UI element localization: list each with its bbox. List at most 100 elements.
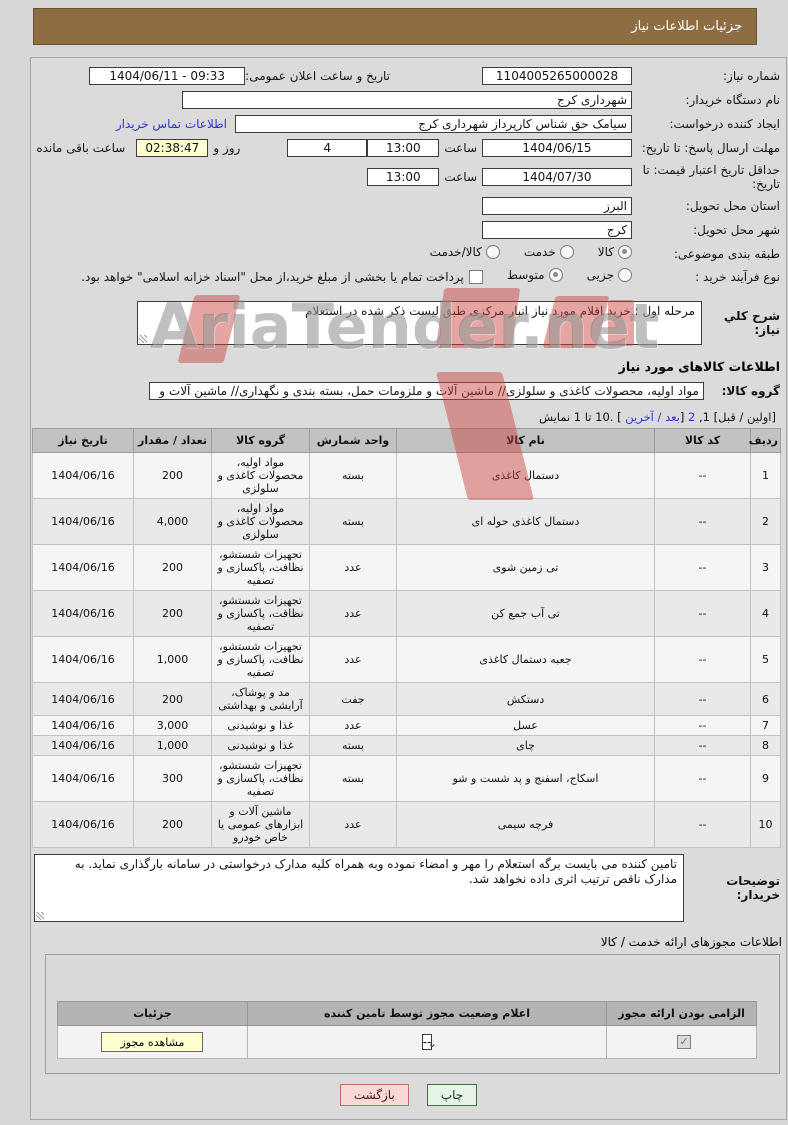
goods-cell-qty: 300: [133, 755, 212, 802]
goods-cell-code: --: [654, 498, 751, 545]
pagination-link[interactable]: /: [653, 410, 666, 424]
back-button[interactable]: بازگشت: [339, 1084, 409, 1106]
pagination-text: ]: [679, 410, 689, 424]
chevron-down-icon: ⌄: [427, 1037, 437, 1050]
radio-option[interactable]: متوسط: [507, 268, 563, 282]
reply-deadline-label: مهلت ارسال پاسخ: تا تاریخ:: [641, 141, 780, 155]
goods-cell-name: اسکاج، اسفنج و پد شست و شو: [396, 755, 655, 802]
row-buyer-notes: توضیحات خریدار: تامین کننده می بایست برگ…: [31, 854, 786, 922]
treasury-checkbox-label: پرداخت تمام یا بخشی از مبلغ خرید،از محل …: [81, 269, 464, 284]
treasury-checkbox[interactable]: [468, 269, 483, 284]
province-label: استان محل تحویل:: [685, 199, 780, 213]
goods-cell-unit: عدد: [309, 801, 397, 848]
radio-icon[interactable]: [559, 245, 574, 259]
radio-icon[interactable]: [548, 268, 563, 282]
goods-cell-group: مواد اولیه، محصولات کاغذی و سلولزی: [211, 498, 310, 545]
goods-group-input[interactable]: مواد اولیه، محصولات کاغذی و سلولزی// ماش…: [149, 382, 704, 400]
goods-cell-group: مد و پوشاک، آرایشی و بهداشتی: [211, 682, 310, 716]
goods-cell-row: 10: [750, 801, 781, 848]
pagination-text: قبل: [718, 410, 736, 424]
goods-cell-group: مواد اولیه، محصولات کاغذی و سلولزی: [211, 452, 310, 499]
goods-cell-code: --: [654, 755, 751, 802]
city-input[interactable]: کرج: [482, 221, 632, 239]
price-validity-date-input[interactable]: 1404/07/30: [482, 168, 632, 186]
pagination-text: [: [713, 410, 719, 424]
licenses-column-header: اعلام وضعیت مجوز توسط تامین کننده: [246, 1001, 608, 1026]
pagination-text: تا: [584, 410, 592, 424]
goods-column-header: تاریخ نیاز: [32, 428, 134, 453]
pagination-link[interactable]: آخرین: [625, 410, 654, 424]
goods-cell-row: 1: [750, 452, 781, 499]
license-required-checkbox[interactable]: ✓: [677, 1035, 692, 1049]
buyer-contact-link[interactable]: اطلاعات تماس خریدار: [115, 117, 227, 131]
goods-cell-code: --: [654, 735, 751, 756]
licenses-table-header-row: الزامی بودن ارائه مجوز اعلام وضعیت مجوز ت…: [57, 1001, 757, 1026]
goods-cell-qty: 200: [133, 544, 212, 591]
announce-datetime-label: تاریخ و ساعت اعلان عمومی:: [245, 69, 390, 83]
reply-deadline-date-input[interactable]: 1404/06/15: [482, 139, 632, 157]
radio-option[interactable]: خدمت: [524, 245, 574, 259]
table-row: 10 -- فرچه سیمی عدد ماشین آلات و ابزارهای عم…: [32, 801, 781, 848]
goods-cell-group: تجهیزات شستشو، نظافت، پاکسازی و تصفیه: [211, 590, 310, 637]
licenses-section-title: اطلاعات مجوزهای ارائه خدمت / کالا: [600, 935, 782, 949]
buyer-notes-label: توضیحات خریدار:: [726, 874, 780, 902]
goods-cell-qty: 1,000: [133, 636, 212, 683]
radio-option[interactable]: جزیی: [587, 268, 632, 282]
need-number-label: شماره نیاز:: [723, 69, 780, 83]
goods-cell-date: 1404/06/16: [32, 590, 134, 637]
price-validity-hour-input[interactable]: 13:00: [367, 168, 440, 186]
goods-cell-name: دستمال کاغذی: [396, 452, 655, 499]
goods-cell-qty: 200: [133, 682, 212, 716]
goods-cell-name: چای: [396, 735, 655, 756]
radio-label: خدمت: [523, 245, 556, 259]
buyer-notes-textarea[interactable]: تامین کننده می بایست برگه استعلام را مهر…: [34, 854, 684, 922]
pagination-text: ]: [771, 410, 777, 424]
radio-icon[interactable]: [485, 245, 500, 259]
radio-icon[interactable]: [618, 268, 632, 282]
need-number-input[interactable]: 1104005265000028: [482, 67, 632, 85]
pagination-text: 10. [: [591, 410, 626, 424]
license-status-select[interactable]: -- ⌄: [421, 1034, 437, 1050]
radio-option[interactable]: کالا/خدمت: [430, 245, 500, 259]
goods-cell-row: 3: [750, 544, 781, 591]
goods-cell-unit: بسته: [309, 452, 397, 499]
row-subject-class: طبقه بندی موضوعی: کالا خدمت کالا/خدمت: [31, 245, 786, 262]
goods-cell-unit: بسته: [309, 735, 397, 756]
general-desc-textarea[interactable]: مرحله اول : خرید اقلام مورد نیاز انبار م…: [137, 301, 702, 345]
pagination-link[interactable]: بعد: [665, 410, 680, 424]
city-label: شهر محل تحویل:: [693, 223, 780, 237]
goods-cell-row: 7: [750, 715, 781, 736]
goods-cell-date: 1404/06/16: [32, 452, 134, 499]
pagination-text: 1: [570, 410, 585, 424]
action-buttons: بازگشت چاپ: [31, 1084, 786, 1106]
province-input[interactable]: البرز: [482, 197, 632, 215]
treasury-checkbox-item[interactable]: پرداخت تمام یا بخشی از مبلغ خرید،از محل …: [81, 269, 483, 284]
goods-cell-date: 1404/06/16: [32, 755, 134, 802]
radio-label: کالا: [597, 245, 614, 259]
view-license-button[interactable]: مشاهده مجوز: [101, 1032, 204, 1052]
table-row: 4 -- تی آب جمع کن عدد تجهیزات شستشو، نظافت، …: [32, 590, 781, 637]
goods-cell-name: جعبه دستمال کاغذی: [396, 636, 655, 683]
resize-grip-icon[interactable]: [139, 335, 147, 343]
goods-cell-group: غذا و نوشیدنی: [211, 735, 310, 756]
page-title: جزئیات اطلاعات نیاز: [33, 8, 757, 45]
radio-icon[interactable]: [618, 245, 632, 259]
goods-cell-row: 8: [750, 735, 781, 756]
reply-hour-label: ساعت: [444, 141, 477, 155]
request-creator-input[interactable]: سیامک حق شناس کارپرداز شهرداری کرج: [235, 115, 632, 133]
goods-cell-date: 1404/06/16: [32, 715, 134, 736]
announce-datetime-input[interactable]: 1404/06/11 - 09:33: [89, 67, 246, 85]
goods-table-header-row: ردیف کد کالا نام کالا واحد شمارش گروه کالا تع…: [32, 428, 781, 453]
goods-cell-name: تی زمین شوی: [396, 544, 655, 591]
purchase-type-radios: جزیی متوسط: [483, 268, 632, 285]
radio-label: متوسط: [506, 268, 545, 282]
buyer-name-input[interactable]: شهرداری کرج: [182, 91, 632, 109]
resize-grip-icon[interactable]: [36, 912, 44, 920]
goods-cell-date: 1404/06/16: [32, 544, 134, 591]
print-button[interactable]: چاپ: [426, 1084, 478, 1106]
pagination-link[interactable]: 2: [688, 410, 696, 424]
radio-option[interactable]: کالا: [598, 245, 632, 259]
row-goods-group: گروه کالا: مواد اولیه، محصولات کاغذی و س…: [31, 382, 786, 400]
reply-deadline-hour-input[interactable]: 13:00: [367, 139, 440, 157]
goods-cell-unit: عدد: [309, 544, 397, 591]
